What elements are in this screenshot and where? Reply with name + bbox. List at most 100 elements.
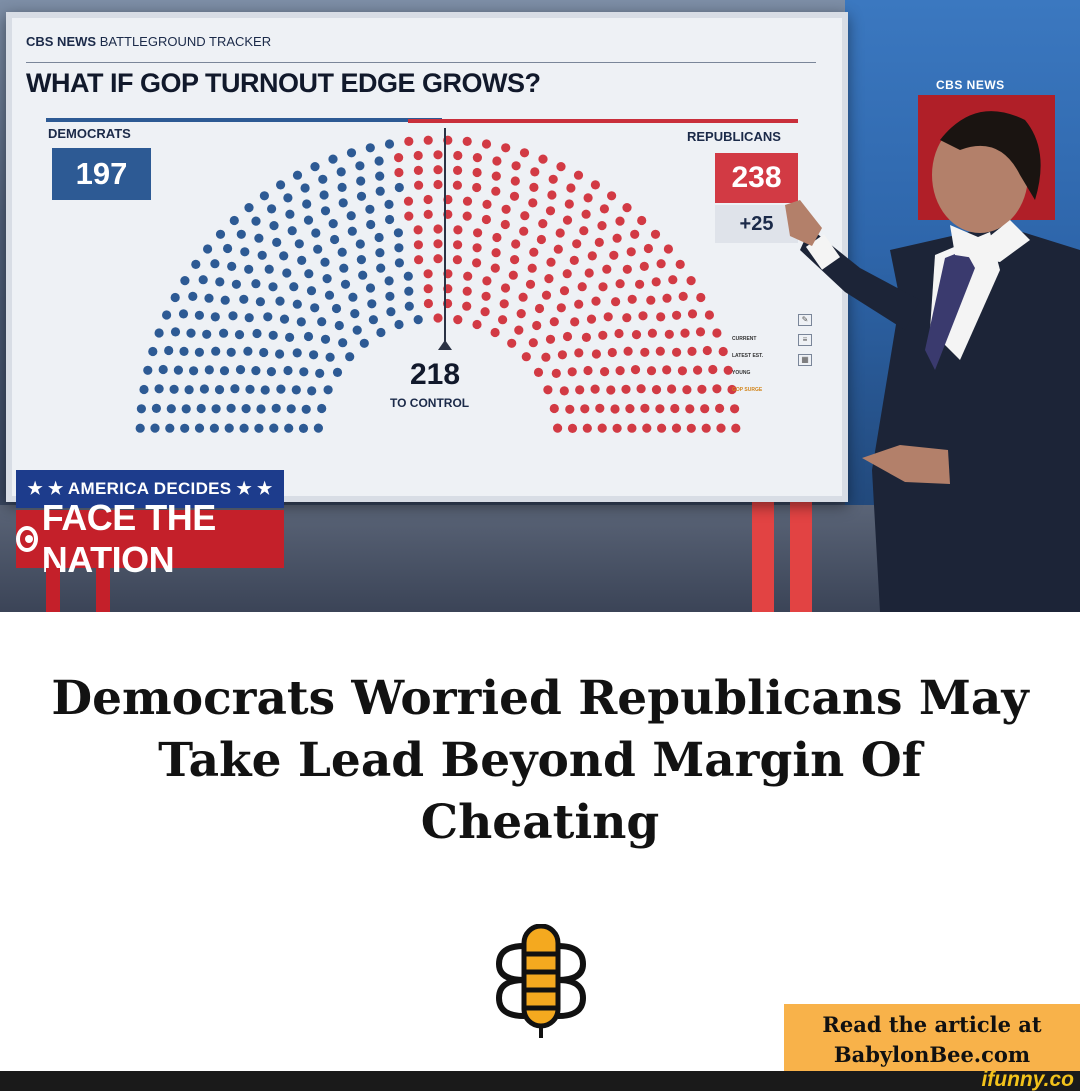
scenario-item[interactable]: YOUNG: [732, 370, 751, 376]
republican-seat: [682, 385, 692, 395]
republican-seat: [595, 403, 605, 413]
republican-seat: [551, 368, 561, 378]
democrat-seat: [320, 257, 330, 267]
republican-seat: [712, 384, 722, 394]
republican-seat: [452, 255, 462, 265]
democrat-seat: [384, 139, 395, 149]
show-name: FACE THE NATION: [41, 497, 217, 580]
democrat-seat: [215, 229, 226, 239]
democrat-seat: [404, 286, 414, 296]
republican-seat: [541, 352, 551, 362]
republican-seat: [546, 257, 556, 267]
republican-seat: [423, 269, 433, 279]
democrat-seat: [307, 386, 317, 396]
tracker-brand: CBS NEWS: [26, 34, 97, 49]
democrat-seat: [219, 328, 229, 338]
republican-seat: [562, 331, 573, 342]
republican-seat: [507, 338, 517, 348]
bottom-strip: [0, 1071, 1080, 1091]
democrat-seat: [384, 276, 394, 286]
democrat-seat: [244, 313, 254, 323]
democrat-seat: [263, 312, 273, 322]
control-arrow: [438, 340, 452, 350]
republican-seat: [559, 386, 569, 396]
republican-seat: [647, 328, 658, 338]
democrat-seat: [330, 234, 340, 245]
democrat-seat: [309, 350, 319, 360]
scenario-item-active[interactable]: GOP SURGE: [732, 387, 763, 393]
democrat-seat: [223, 243, 233, 254]
republican-seat: [627, 423, 637, 433]
republican-seat: [472, 319, 482, 330]
democrat-seat: [384, 199, 394, 209]
scenario-list: CURRENT LATEST EST. YOUNG GOP SURGE: [732, 336, 763, 404]
republican-seat: [481, 139, 492, 149]
democrat-seat: [224, 423, 234, 433]
republican-seat: [472, 243, 482, 253]
scenario-item[interactable]: LATEST EST.: [732, 353, 764, 359]
republican-seat: [453, 315, 463, 325]
republican-seat: [528, 338, 538, 348]
democrat-seat: [231, 279, 241, 289]
republican-seat: [403, 196, 414, 206]
democrat-seat: [339, 263, 349, 273]
democrat-seat: [251, 216, 261, 226]
democrat-seat: [194, 347, 204, 357]
pencil-icon[interactable]: ✎: [798, 314, 812, 326]
democrat-seat: [184, 385, 194, 395]
republican-seat: [462, 211, 472, 221]
republican-seat: [637, 215, 647, 226]
republican-seat: [708, 364, 718, 375]
democrat-seat: [257, 250, 267, 260]
republican-seat: [545, 206, 556, 216]
promo-line-2: BabylonBee.com: [833, 1042, 1031, 1067]
democrat-seat: [143, 365, 153, 375]
democrat-seat: [259, 191, 269, 201]
democrat-seat: [269, 221, 279, 231]
democrat-seat: [320, 206, 331, 216]
republican-seat: [607, 347, 617, 358]
republican-seat: [631, 330, 642, 340]
republican-seat: [529, 247, 539, 257]
republican-seat: [433, 179, 443, 190]
republican-seat: [500, 219, 510, 230]
republican-seat: [602, 264, 612, 274]
layers-icon[interactable]: ≡: [798, 334, 812, 346]
democrat-seat: [211, 346, 221, 356]
republican-seat: [404, 211, 414, 221]
republican-seat: [718, 346, 728, 357]
grid-icon[interactable]: ▦: [798, 354, 812, 366]
democrat-seat: [240, 247, 250, 257]
scenario-item[interactable]: CURRENT: [732, 336, 757, 342]
democrat-seat: [279, 251, 289, 261]
republican-seat: [433, 313, 443, 323]
republican-seat: [482, 199, 492, 209]
democrat-seat: [186, 328, 196, 338]
democrat-seat: [251, 279, 261, 289]
democrat-seat: [203, 244, 213, 254]
republican-seat: [582, 423, 592, 433]
democrat-seat: [226, 347, 236, 357]
democrat-seat: [403, 271, 413, 281]
control-label: TO CONTROL: [390, 396, 470, 410]
democrat-seat: [204, 293, 214, 303]
republican-seat: [555, 228, 565, 238]
democrat-seat: [202, 329, 212, 339]
read-article-promo[interactable]: Read the article at BabylonBee.com: [784, 1004, 1080, 1074]
republican-seat: [625, 404, 635, 414]
republican-seat: [587, 251, 597, 261]
republican-seat: [556, 303, 566, 313]
republican-seat: [490, 327, 500, 338]
republican-seat: [500, 283, 511, 293]
democrat-seat: [283, 193, 293, 203]
democrat-seat: [300, 183, 310, 193]
broadcast-photo: CBS NEWS CBS NEWS BATTLEGROUND TRACKER W…: [0, 0, 1080, 612]
democrat-seat: [394, 258, 404, 268]
democrat-seat: [178, 309, 189, 319]
republican-seat: [472, 153, 482, 163]
republican-seat: [646, 295, 656, 305]
republican-seat: [687, 346, 697, 356]
republican-seat: [553, 244, 563, 254]
republican-seat: [501, 204, 511, 214]
republican-seat: [433, 165, 443, 175]
